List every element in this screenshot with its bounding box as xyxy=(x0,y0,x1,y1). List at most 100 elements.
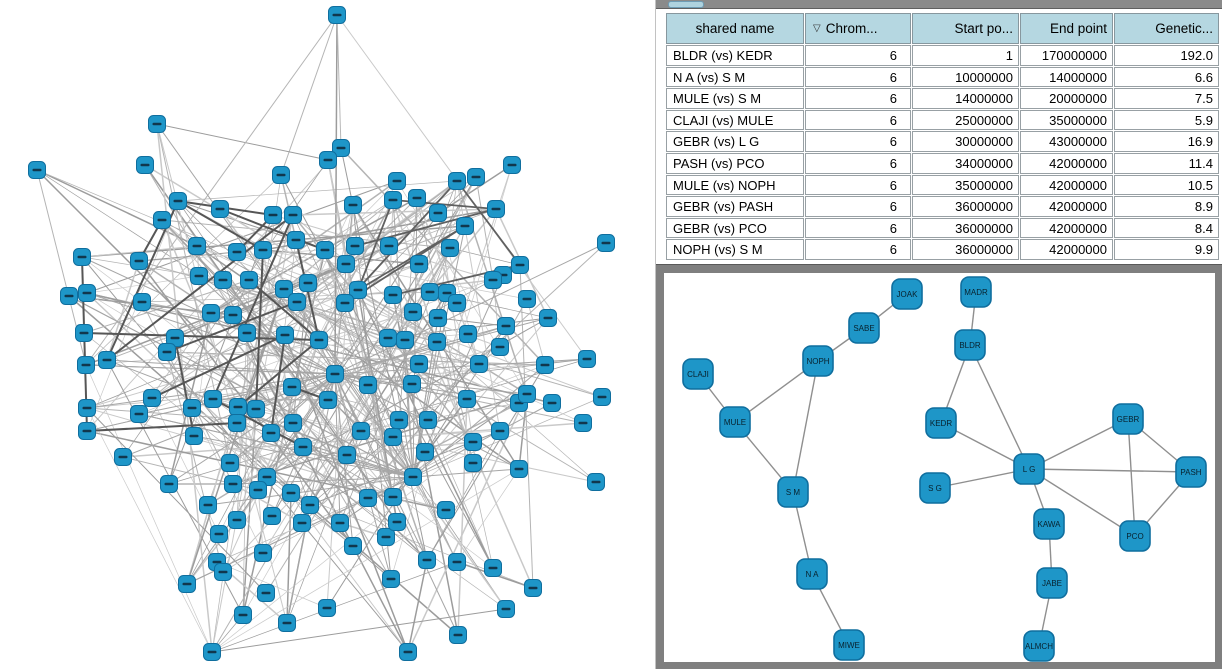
table-cell-chromosome[interactable]: 6 xyxy=(805,152,911,174)
network-edge[interactable] xyxy=(412,225,466,478)
column-header-4[interactable]: End point xyxy=(1020,13,1113,44)
network-edge[interactable] xyxy=(86,422,238,432)
table-row[interactable]: CLAJI (vs) MULE 6 25000000 35000000 5.9 xyxy=(666,109,1219,131)
network-edge[interactable] xyxy=(36,169,198,247)
network-edge[interactable] xyxy=(161,219,414,478)
network-edge[interactable] xyxy=(357,289,398,523)
network-node[interactable] xyxy=(833,629,865,661)
network-edge[interactable] xyxy=(106,359,336,375)
table-cell-end[interactable]: 43000000 xyxy=(1020,131,1113,152)
table-cell-start[interactable]: 36000000 xyxy=(912,239,1019,260)
column-header-1[interactable]: shared name xyxy=(666,13,804,44)
network-edge[interactable] xyxy=(106,214,294,361)
network-node[interactable] xyxy=(802,345,834,377)
network-edge[interactable] xyxy=(86,407,267,594)
network-edge[interactable] xyxy=(334,204,354,375)
column-header-5[interactable]: Genetic... xyxy=(1114,13,1219,44)
table-row[interactable]: GEBR (vs) PCO 6 36000000 42000000 8.4 xyxy=(666,217,1219,239)
table-cell-genetic[interactable]: 192.0 xyxy=(1114,45,1219,66)
network-edge[interactable] xyxy=(168,312,212,485)
network-edge[interactable] xyxy=(270,373,336,434)
table-cell-start[interactable]: 35000000 xyxy=(912,174,1019,196)
table-row[interactable]: BLDR (vs) KEDR 6 1 170000000 192.0 xyxy=(666,45,1219,66)
network-node[interactable] xyxy=(1119,520,1151,552)
table-cell-end[interactable]: 14000000 xyxy=(1020,66,1113,88)
network-edge[interactable] xyxy=(211,468,520,653)
network-edge[interactable] xyxy=(86,311,414,409)
table-cell-end[interactable]: 42000000 xyxy=(1020,217,1113,239)
table-cell-chromosome[interactable]: 6 xyxy=(805,88,911,109)
network-node[interactable] xyxy=(796,558,828,590)
network-edge[interactable] xyxy=(177,180,458,202)
network-edge[interactable] xyxy=(211,608,507,653)
table-cell-start[interactable]: 36000000 xyxy=(912,196,1019,217)
network-edge[interactable] xyxy=(207,476,414,506)
network-edge[interactable] xyxy=(456,180,521,266)
table-cell-shared_name[interactable]: BLDR (vs) KEDR xyxy=(666,45,804,66)
network-edge[interactable] xyxy=(236,422,409,653)
table-cell-shared_name[interactable]: GEBR (vs) PCO xyxy=(666,217,804,239)
network-edge[interactable] xyxy=(456,468,520,563)
table-cell-start[interactable]: 1 xyxy=(912,45,1019,66)
network-edge[interactable] xyxy=(280,14,338,176)
network-edge[interactable] xyxy=(407,559,428,653)
network-edge[interactable] xyxy=(396,180,528,395)
network-node[interactable] xyxy=(848,312,880,344)
network-edge[interactable] xyxy=(229,373,336,464)
network-edge[interactable] xyxy=(344,302,414,478)
network-edge[interactable] xyxy=(86,407,213,653)
network-edge[interactable] xyxy=(324,249,394,498)
table-panel-tab[interactable] xyxy=(668,1,704,8)
network-edge[interactable] xyxy=(151,334,286,399)
network-edge[interactable] xyxy=(292,208,497,216)
network-node[interactable] xyxy=(1036,567,1068,599)
network-edge[interactable] xyxy=(334,242,607,375)
table-cell-shared_name[interactable]: GEBR (vs) L G xyxy=(666,131,804,152)
table-cell-end[interactable]: 42000000 xyxy=(1020,239,1113,260)
main-network-canvas[interactable] xyxy=(0,0,655,669)
network-edge[interactable] xyxy=(177,200,264,251)
network-edge[interactable] xyxy=(212,214,294,400)
network-edge[interactable] xyxy=(280,174,494,569)
network-node[interactable] xyxy=(954,329,986,361)
table-cell-start[interactable]: 14000000 xyxy=(912,88,1019,109)
sub-network-canvas[interactable]: JOAK MADR SABE BLDR NOPH CLAJI MULE KEDR GEBR L G… xyxy=(664,273,1215,662)
network-edge[interactable] xyxy=(412,364,546,478)
network-node[interactable] xyxy=(777,476,809,508)
table-cell-end[interactable]: 35000000 xyxy=(1020,109,1113,131)
network-node[interactable] xyxy=(1023,630,1055,662)
network-edge[interactable] xyxy=(211,441,474,653)
table-cell-shared_name[interactable]: CLAJI (vs) MULE xyxy=(666,109,804,131)
network-edge[interactable] xyxy=(193,435,414,478)
network-edge[interactable] xyxy=(412,468,520,478)
network-edge[interactable] xyxy=(357,199,394,291)
network-edge[interactable] xyxy=(198,275,438,343)
network-edge[interactable] xyxy=(354,208,497,247)
network-edge[interactable] xyxy=(212,197,418,400)
network-edge[interactable] xyxy=(166,301,298,353)
network-edge[interactable] xyxy=(309,292,448,506)
network-edge[interactable] xyxy=(390,164,513,580)
network-edge[interactable] xyxy=(1127,418,1136,537)
table-cell-chromosome[interactable]: 6 xyxy=(805,239,911,260)
network-node[interactable] xyxy=(925,407,957,439)
network-edge[interactable] xyxy=(1028,468,1192,473)
table-cell-start[interactable]: 10000000 xyxy=(912,66,1019,88)
network-edge[interactable] xyxy=(210,180,398,314)
network-edge[interactable] xyxy=(68,295,414,478)
network-edge[interactable] xyxy=(412,402,553,478)
table-cell-start[interactable]: 25000000 xyxy=(912,109,1019,131)
network-node[interactable] xyxy=(891,278,923,310)
network-edge[interactable] xyxy=(212,398,304,448)
table-cell-shared_name[interactable]: PASH (vs) PCO xyxy=(666,152,804,174)
network-edge[interactable] xyxy=(318,199,394,341)
table-row[interactable]: PASH (vs) PCO 6 34000000 42000000 11.4 xyxy=(666,152,1219,174)
network-edge[interactable] xyxy=(437,317,507,327)
table-cell-start[interactable]: 34000000 xyxy=(912,152,1019,174)
network-edge[interactable] xyxy=(106,260,140,361)
network-edge[interactable] xyxy=(387,337,414,478)
network-edge[interactable] xyxy=(219,208,326,251)
network-edge[interactable] xyxy=(1028,468,1136,537)
table-row[interactable]: N A (vs) S M 6 10000000 14000000 6.6 xyxy=(666,66,1219,88)
table-cell-genetic[interactable]: 6.6 xyxy=(1114,66,1219,88)
